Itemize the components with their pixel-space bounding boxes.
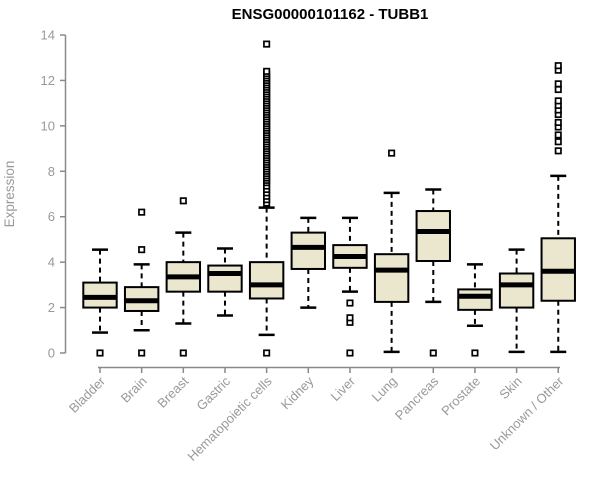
outlier-point — [554, 138, 562, 146]
outlier-point — [346, 299, 354, 307]
box — [290, 231, 327, 270]
outlier-point — [554, 80, 562, 88]
outlier-point — [554, 62, 562, 70]
outlier-point — [554, 97, 562, 105]
outlier-point — [554, 118, 562, 127]
box — [457, 288, 493, 311]
outlier-point — [263, 349, 271, 357]
y-tick-label: 8 — [48, 164, 55, 179]
outlier-point — [554, 147, 562, 155]
outlier-point — [388, 149, 396, 157]
outlier-point — [346, 314, 354, 322]
y-tick-label: 6 — [48, 209, 55, 224]
y-tick-label: 4 — [48, 255, 55, 270]
x-tick-label: Skin — [496, 374, 524, 402]
y-tick-label: 10 — [41, 118, 55, 133]
outlier-point — [471, 349, 479, 357]
box — [207, 264, 243, 293]
outlier-point — [554, 85, 562, 94]
x-tick-label: Unknown / Other — [487, 373, 567, 453]
box — [498, 272, 535, 309]
outlier-point — [554, 131, 562, 139]
y-axis-title: Expression — [2, 161, 17, 228]
outlier-point — [263, 67, 271, 75]
y-tick-label: 2 — [48, 300, 55, 315]
box — [373, 253, 410, 303]
box — [248, 261, 285, 300]
outlier-point — [179, 197, 187, 205]
x-tick-label: Prostate — [438, 374, 483, 419]
outlier-point — [138, 208, 146, 216]
y-tick-label: 12 — [41, 73, 55, 88]
outlier-point — [346, 349, 354, 357]
y-tick-label: 14 — [41, 28, 55, 43]
x-tick-label: Pancreas — [392, 373, 442, 423]
box — [415, 210, 451, 263]
outlier-point — [429, 349, 437, 357]
chart-title: ENSG00000101162 - TUBB1 — [232, 6, 429, 23]
x-tick-label: Lung — [369, 374, 400, 405]
outlier-point — [96, 349, 104, 357]
x-tick-label: Liver — [328, 373, 359, 404]
x-tick-label: Bladder — [66, 373, 109, 416]
x-tick-label: Breast — [154, 373, 191, 410]
outlier-point — [179, 349, 187, 357]
outlier-point — [138, 246, 146, 254]
x-tick-label: Kidney — [278, 373, 317, 412]
outlier-point — [138, 349, 146, 357]
outlier-point — [263, 40, 271, 48]
x-tick-label: Brain — [118, 374, 150, 406]
x-tick-label: Gastric — [193, 373, 233, 413]
y-tick-label: 0 — [48, 346, 55, 361]
